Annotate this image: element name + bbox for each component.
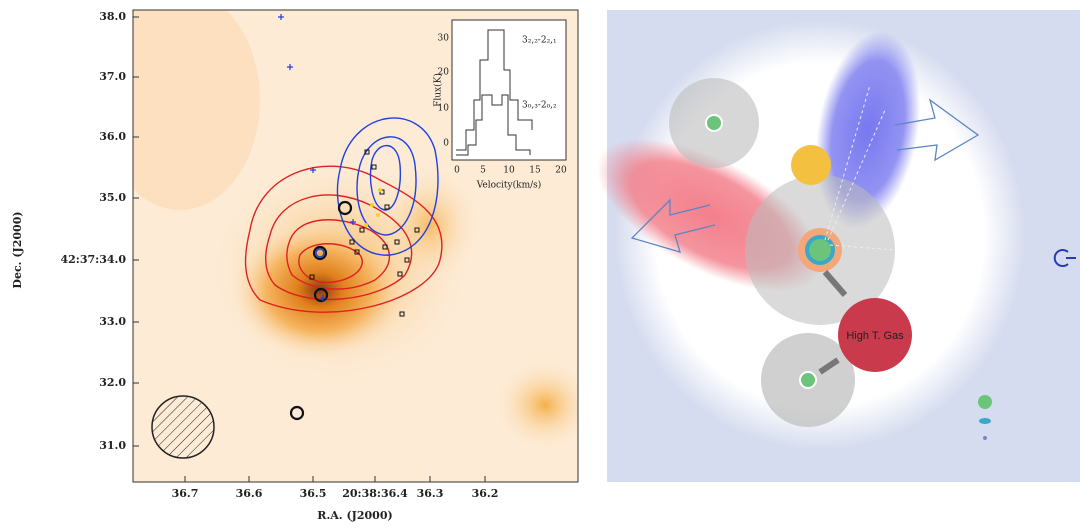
inset-y-tick-label: 20: [438, 68, 450, 78]
y-tick-label: 36.0: [99, 130, 126, 143]
y-tick-label: 37.0: [99, 70, 126, 83]
y-axis-label: Dec. (J2000): [11, 211, 24, 288]
x-tick-label: 36.7: [172, 487, 199, 500]
beam: [152, 396, 214, 458]
x-tick-label: 20:38:36.4: [342, 487, 408, 500]
inset-x-tick-label: 10: [503, 166, 515, 176]
inset-xlabel: Velocity(km/s): [476, 180, 542, 191]
line-label: 3₀,₃-2₀,₂: [522, 101, 557, 111]
inset-x-tick-label: 15: [529, 166, 541, 176]
y-tick-label: 42:37:34.0: [60, 253, 126, 266]
x-tick-label: 36.2: [472, 487, 499, 500]
source: [706, 115, 722, 131]
y-tick-label: 31.0: [99, 439, 126, 452]
page: {"left_panel": {"xlabel": "R.A. (J2000)"…: [0, 0, 1086, 526]
inset-x-tick-label: 5: [480, 166, 486, 176]
left-panel: 3₂,₂-2₂,₁ 3₀,₃-2₀,₂ Flux(K) Velocity(km/…: [11, 0, 595, 522]
y-tick-label: 35.0: [99, 191, 126, 204]
central-source: [807, 237, 833, 263]
inset-y-tick-label: 0: [443, 139, 449, 149]
source: [800, 372, 816, 388]
x-tick-label: 36.3: [417, 487, 444, 500]
inset-ylabel: Flux(K): [433, 73, 444, 107]
inset-y-tick-label: 10: [438, 104, 450, 114]
x-tick-label: 36.5: [300, 487, 327, 500]
hot-gas-label: High T. Gas: [846, 330, 904, 342]
y-tick-label: 38.0: [99, 10, 126, 23]
x-axis-label: R.A. (J2000): [317, 509, 392, 522]
inset-x-tick-label: 0: [454, 166, 460, 176]
inset-x-tick-label: 20: [555, 166, 567, 176]
x-tick-label: 36.6: [236, 487, 263, 500]
warm-clump: [791, 145, 831, 185]
line-label: 3₂,₂-2₂,₁: [522, 36, 557, 46]
figure: 3₂,₂-2₂,₁ 3₀,₃-2₀,₂ Flux(K) Velocity(km/…: [0, 0, 1086, 526]
y-tick-label: 32.0: [99, 376, 126, 389]
inset-y-tick-label: 30: [438, 34, 450, 44]
right-panel: High T. Gas: [574, 10, 1080, 482]
y-tick-label: 33.0: [99, 315, 126, 328]
